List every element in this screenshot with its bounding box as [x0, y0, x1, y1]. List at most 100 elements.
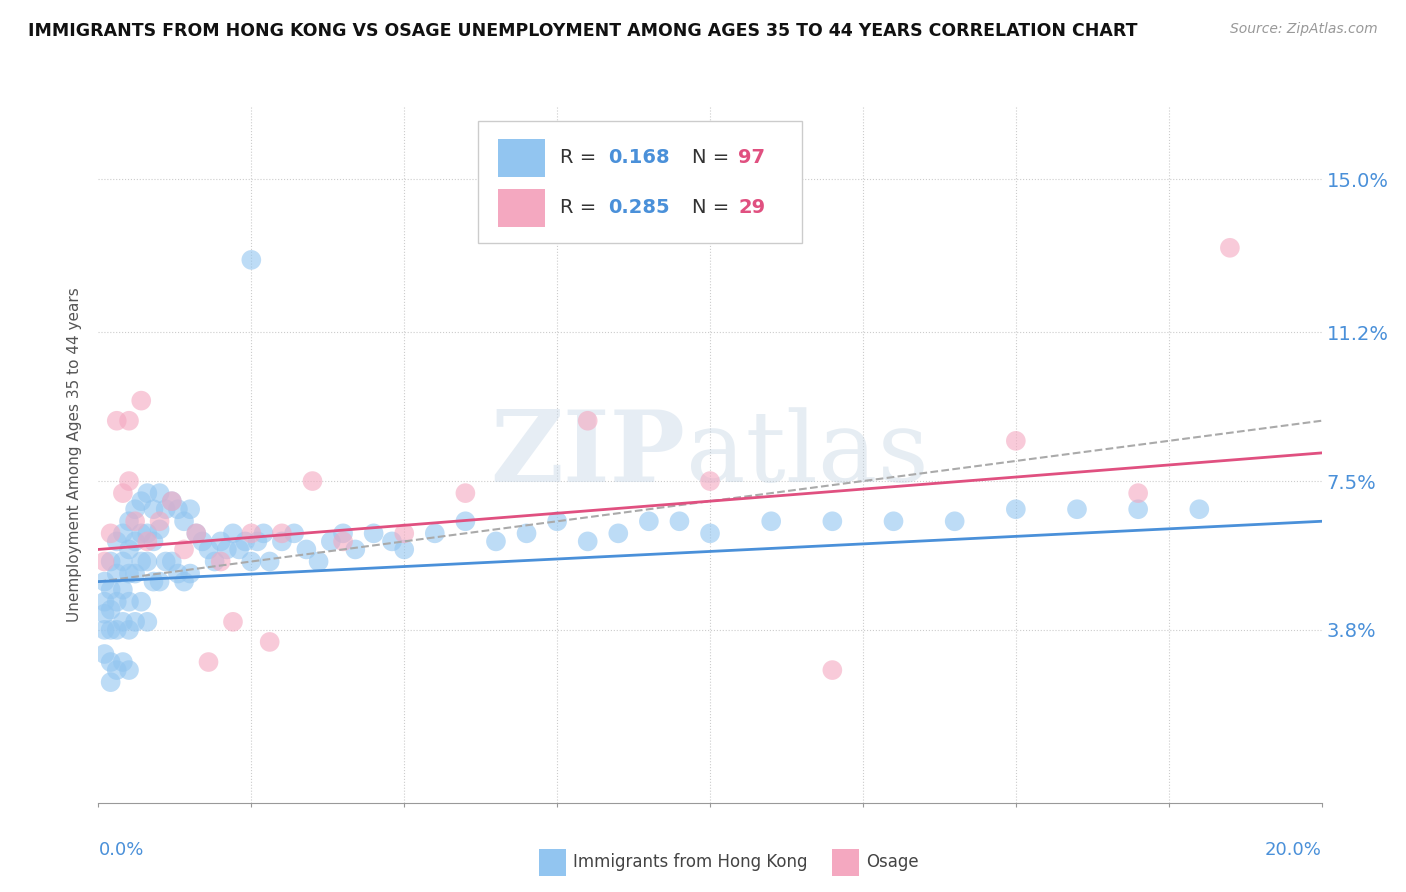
Point: [118, 566, 141, 581]
Text: 0.285: 0.285: [609, 198, 671, 218]
Point: [259, 635, 281, 649]
Point: [167, 502, 190, 516]
Point: [111, 615, 134, 629]
Point: [332, 526, 354, 541]
Point: [246, 534, 269, 549]
Point: [111, 554, 134, 568]
Bar: [538, 849, 565, 876]
Point: [155, 554, 177, 568]
Y-axis label: Unemployment Among Ages 35 to 44 years: Unemployment Among Ages 35 to 44 years: [67, 287, 83, 623]
Point: [215, 542, 238, 557]
Point: [160, 554, 183, 568]
Bar: [498, 138, 546, 177]
Point: [637, 514, 661, 528]
Point: [516, 526, 538, 541]
Point: [363, 526, 385, 541]
Point: [1066, 502, 1088, 516]
Point: [100, 582, 122, 597]
Point: [173, 514, 195, 528]
Text: IMMIGRANTS FROM HONG KONG VS OSAGE UNEMPLOYMENT AMONG AGES 35 TO 44 YEARS CORREL: IMMIGRANTS FROM HONG KONG VS OSAGE UNEMP…: [28, 22, 1137, 40]
Text: 97: 97: [738, 148, 765, 168]
Point: [149, 486, 172, 500]
Point: [240, 252, 263, 267]
Point: [149, 574, 172, 589]
Point: [124, 566, 146, 581]
Point: [546, 514, 568, 528]
Point: [105, 595, 128, 609]
Text: Osage: Osage: [866, 853, 920, 871]
Point: [240, 554, 263, 568]
Bar: [498, 189, 546, 227]
Point: [111, 582, 134, 597]
Text: R =: R =: [560, 198, 602, 218]
Point: [576, 534, 599, 549]
Point: [100, 603, 122, 617]
Point: [392, 542, 416, 557]
Point: [454, 514, 477, 528]
Point: [283, 526, 305, 541]
Point: [160, 494, 183, 508]
Point: [209, 534, 232, 549]
Point: [392, 526, 416, 541]
Text: Immigrants from Hong Kong: Immigrants from Hong Kong: [574, 853, 807, 871]
Point: [105, 534, 128, 549]
Bar: [832, 849, 859, 876]
Point: [142, 534, 165, 549]
Text: Source: ZipAtlas.com: Source: ZipAtlas.com: [1230, 22, 1378, 37]
Point: [100, 554, 122, 568]
Point: [93, 595, 115, 609]
Point: [136, 554, 159, 568]
Point: [124, 615, 146, 629]
Point: [197, 655, 219, 669]
FancyBboxPatch shape: [478, 121, 801, 243]
Text: 0.168: 0.168: [609, 148, 671, 168]
Point: [1004, 434, 1026, 448]
Point: [179, 502, 201, 516]
Point: [111, 486, 134, 500]
Point: [160, 494, 183, 508]
Point: [129, 595, 152, 609]
Point: [759, 514, 782, 528]
Point: [136, 534, 159, 549]
Point: [1128, 502, 1150, 516]
Point: [100, 675, 122, 690]
Point: [668, 514, 690, 528]
Point: [105, 566, 128, 581]
Point: [454, 486, 477, 500]
Point: [173, 574, 195, 589]
Point: [129, 554, 152, 568]
Point: [240, 526, 263, 541]
Point: [883, 514, 905, 528]
Point: [821, 663, 844, 677]
Point: [129, 393, 152, 408]
Point: [118, 542, 141, 557]
Point: [270, 534, 292, 549]
Point: [204, 554, 226, 568]
Point: [423, 526, 446, 541]
Point: [576, 414, 599, 428]
Point: [100, 623, 122, 637]
Point: [118, 623, 141, 637]
Point: [129, 494, 152, 508]
Point: [607, 526, 630, 541]
Text: R =: R =: [560, 148, 602, 168]
Point: [699, 526, 721, 541]
Point: [259, 554, 281, 568]
Point: [136, 526, 159, 541]
Point: [295, 542, 318, 557]
Point: [179, 566, 201, 581]
Point: [149, 522, 172, 536]
Point: [124, 534, 146, 549]
Point: [301, 474, 323, 488]
Point: [191, 534, 214, 549]
Point: [1188, 502, 1211, 516]
Point: [100, 655, 122, 669]
Point: [233, 534, 256, 549]
Point: [332, 534, 354, 549]
Point: [943, 514, 966, 528]
Point: [124, 502, 146, 516]
Point: [124, 514, 146, 528]
Text: ZIP: ZIP: [491, 407, 686, 503]
Point: [186, 526, 208, 541]
Point: [1219, 241, 1241, 255]
